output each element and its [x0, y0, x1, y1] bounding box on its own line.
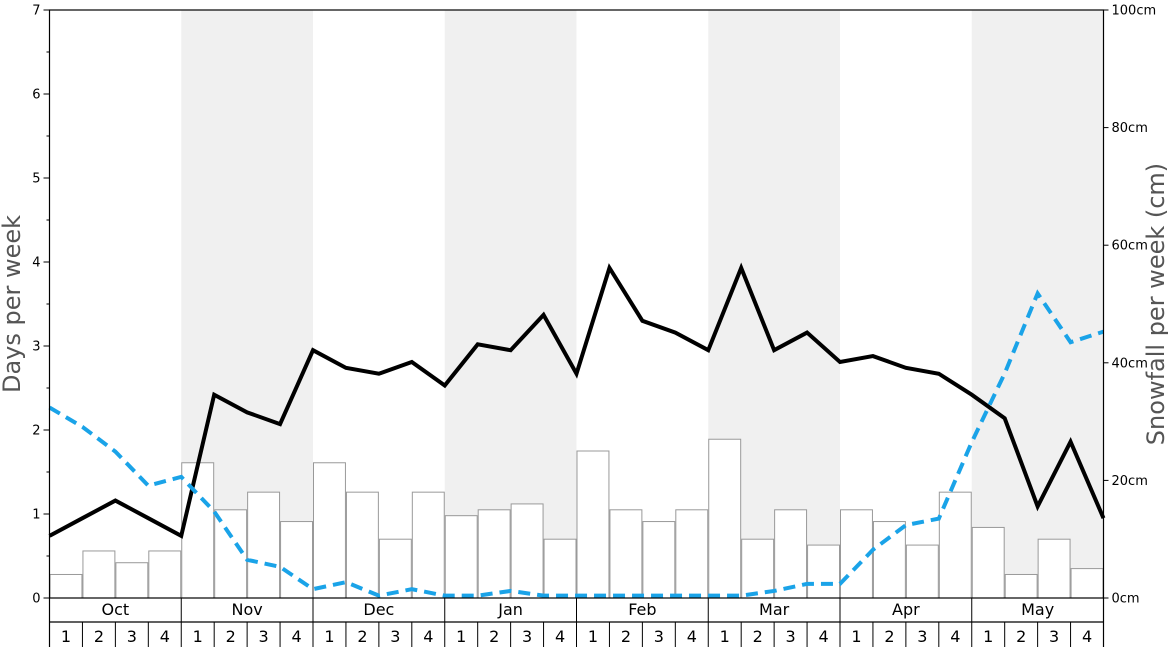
left-tick-label: 2	[32, 424, 40, 439]
week-label: 3	[1049, 627, 1059, 646]
week-label: 4	[950, 627, 960, 646]
dashed-series-line	[48, 289, 1105, 598]
bar	[148, 550, 182, 599]
bar	[543, 538, 577, 599]
bar	[971, 526, 1005, 599]
week-label: 1	[193, 627, 203, 646]
week-label: 2	[1016, 627, 1026, 646]
week-label: 2	[621, 627, 631, 646]
left-axis: 0 1 2 3 4 5 6 7	[32, 4, 50, 607]
week-label: 1	[851, 627, 861, 646]
bar	[510, 503, 544, 599]
left-tick-label: 7	[32, 4, 40, 19]
bar	[708, 438, 742, 599]
week-label: 4	[555, 627, 565, 646]
week-label: 3	[786, 627, 796, 646]
right-axis: 0cm 20cm 40cm 60cm 80cm 100cm	[1103, 4, 1157, 607]
month-shade-may	[971, 10, 1104, 598]
month-label: Oct	[102, 600, 130, 619]
week-label: 2	[884, 627, 894, 646]
week-label: 3	[127, 627, 137, 646]
bar	[378, 538, 412, 599]
right-axis-title: Snowfall per week (cm)	[1142, 163, 1168, 445]
bar	[741, 538, 775, 599]
bar	[642, 521, 676, 599]
month-label: Mar	[759, 600, 790, 619]
right-tick-label: 0cm	[1112, 592, 1140, 607]
bar	[313, 462, 346, 599]
bar	[444, 515, 478, 599]
month-label: Feb	[628, 600, 656, 619]
week-label: 1	[720, 627, 730, 646]
month-label: May	[1021, 600, 1054, 619]
week-label: 4	[291, 627, 301, 646]
bar	[49, 573, 83, 599]
bar	[938, 491, 972, 599]
bar	[675, 509, 709, 599]
left-tick-label: 3	[32, 340, 40, 355]
bar	[576, 450, 610, 599]
month-label: Apr	[892, 600, 920, 619]
week-label: 3	[259, 627, 269, 646]
bar	[1070, 568, 1104, 599]
bottom-axis: Oct Nov Dec Jan Feb Mar Apr May 1 2 3 4 1 2 3 4 1 2 3 4 1 2 3 4…	[48, 598, 1105, 647]
week-label: 4	[423, 627, 433, 646]
bar	[872, 521, 906, 599]
week-label: 4	[818, 627, 828, 646]
left-tick-label: 0	[32, 592, 40, 607]
week-label: 2	[489, 627, 499, 646]
bar	[477, 509, 511, 599]
bar	[411, 491, 445, 599]
bar	[905, 544, 939, 599]
bar	[609, 509, 643, 599]
right-tick-label: 20cm	[1112, 474, 1148, 489]
week-label: 2	[94, 627, 104, 646]
week-label: 4	[687, 627, 697, 646]
bar	[1037, 538, 1071, 599]
left-tick-label: 1	[32, 508, 40, 523]
week-label: 1	[61, 627, 71, 646]
bar	[247, 491, 281, 599]
week-label: 1	[324, 627, 334, 646]
week-label: 3	[390, 627, 400, 646]
left-tick-label: 5	[32, 172, 40, 187]
week-label: 2	[357, 627, 367, 646]
month-shading	[181, 10, 1104, 598]
week-label: 3	[654, 627, 664, 646]
week-label: 2	[226, 627, 236, 646]
bar	[115, 562, 149, 599]
bar	[774, 509, 808, 599]
week-label: 4	[160, 627, 170, 646]
bar	[345, 491, 379, 599]
week-label: 4	[1082, 627, 1092, 646]
month-label: Dec	[363, 600, 394, 619]
month-shade-jan	[444, 10, 577, 598]
bar	[1004, 573, 1038, 599]
right-tick-label: 60cm	[1112, 239, 1148, 254]
right-tick-label: 100cm	[1112, 4, 1157, 19]
left-tick-label: 4	[32, 256, 40, 271]
solid-series-line	[48, 262, 1106, 539]
bar	[181, 462, 215, 599]
week-label: 2	[753, 627, 763, 646]
bar	[82, 550, 116, 599]
week-label: 1	[588, 627, 598, 646]
right-tick-label: 40cm	[1112, 356, 1148, 371]
left-tick-label: 6	[32, 88, 40, 103]
week-label: 3	[522, 627, 532, 646]
month-label: Jan	[497, 600, 523, 619]
weekly-bars	[49, 438, 1104, 599]
bar	[214, 509, 248, 599]
bar	[807, 544, 840, 599]
series-lines	[48, 262, 1106, 598]
left-axis-title: Days per week	[0, 215, 26, 393]
week-label: 3	[917, 627, 927, 646]
week-label: 1	[983, 627, 993, 646]
right-tick-label: 80cm	[1112, 121, 1148, 136]
week-label: 1	[456, 627, 466, 646]
month-label: Nov	[232, 600, 263, 619]
